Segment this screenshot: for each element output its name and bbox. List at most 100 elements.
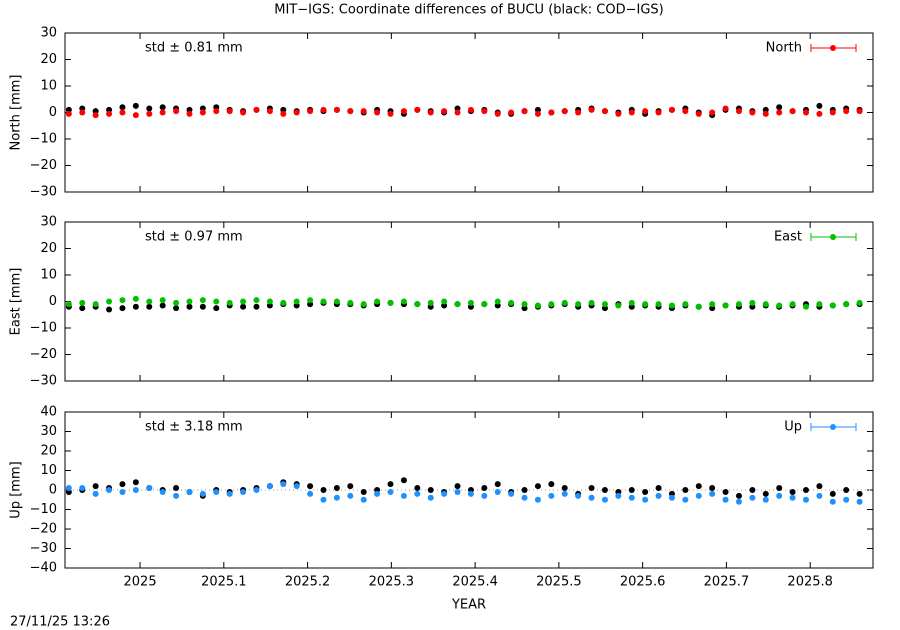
- data-point: [655, 109, 662, 116]
- data-point: [293, 109, 300, 116]
- data-point: [508, 299, 515, 306]
- data-point: [280, 299, 287, 306]
- data-point: [132, 112, 139, 119]
- data-point: [347, 492, 354, 499]
- y-tick-label: 30: [40, 424, 57, 439]
- y-tick-label: −10: [30, 502, 57, 517]
- y-tick-label: −20: [30, 522, 57, 537]
- legend-label: North: [766, 41, 802, 56]
- x-tick-label: 2025: [124, 575, 157, 590]
- data-point: [789, 494, 796, 501]
- data-point: [467, 299, 474, 306]
- data-point: [186, 110, 193, 117]
- plot-frame: [64, 221, 874, 382]
- data-point: [668, 494, 675, 501]
- data-point: [132, 303, 139, 310]
- plot-frame: [64, 411, 874, 569]
- data-point: [146, 298, 153, 305]
- data-point: [534, 483, 541, 490]
- data-point: [601, 487, 608, 493]
- data-point: [494, 110, 501, 117]
- data-point: [119, 488, 126, 495]
- y-tick-label: −10: [30, 132, 57, 147]
- data-point: [816, 301, 823, 308]
- data-point: [213, 298, 220, 305]
- data-point: [186, 303, 193, 310]
- data-point: [92, 490, 99, 497]
- data-point: [642, 301, 649, 308]
- data-point: [534, 110, 541, 117]
- data-point: [561, 490, 568, 497]
- std-annotation: std ± 3.18 mm: [145, 420, 243, 435]
- data-point: [494, 488, 501, 495]
- data-point: [199, 297, 206, 304]
- data-point: [65, 485, 72, 492]
- data-point: [427, 299, 434, 306]
- data-point: [427, 494, 434, 501]
- y-tick-label: −40: [30, 561, 57, 576]
- data-point: [253, 487, 260, 493]
- data-point: [414, 106, 421, 113]
- data-point: [561, 485, 568, 492]
- data-point: [240, 298, 247, 305]
- data-point: [360, 496, 367, 503]
- std-annotation: std ± 0.81 mm: [145, 41, 243, 56]
- data-point: [226, 299, 233, 306]
- data-point: [240, 109, 247, 116]
- data-point: [333, 298, 340, 305]
- data-point: [802, 496, 809, 503]
- data-point: [400, 477, 407, 484]
- x-axis-label: YEAR: [451, 598, 486, 613]
- data-point: [521, 487, 528, 493]
- data-point: [749, 299, 756, 306]
- data-point: [253, 106, 260, 113]
- data-point: [106, 306, 113, 313]
- data-point: [159, 302, 166, 309]
- y-tick-label: 30: [40, 215, 57, 230]
- x-tick-label: 2025.3: [369, 575, 415, 590]
- data-point: [762, 496, 769, 503]
- data-point: [709, 485, 716, 492]
- y-tick-label: 0: [49, 483, 57, 498]
- y-tick-label: −20: [30, 347, 57, 362]
- x-tick-label: 2025.5: [536, 575, 582, 590]
- timestamp: 27/11/25 13:26: [10, 615, 110, 630]
- data-point: [588, 106, 595, 113]
- legend-label: Up: [784, 420, 802, 435]
- data-point: [816, 492, 823, 499]
- x-tick-label: 2025.2: [285, 575, 331, 590]
- data-point: [789, 108, 796, 115]
- data-point: [802, 487, 809, 493]
- data-point: [307, 483, 314, 490]
- data-point: [561, 299, 568, 306]
- y-tick-label: 20: [40, 444, 57, 459]
- data-point: [735, 301, 742, 308]
- data-point: [387, 110, 394, 117]
- x-tick-label: 2025.1: [201, 575, 247, 590]
- data-point: [226, 490, 233, 497]
- data-point: [213, 305, 220, 312]
- data-point: [762, 490, 769, 497]
- data-point: [387, 488, 394, 495]
- data-point: [548, 481, 555, 488]
- data-point: [856, 108, 863, 115]
- y-tick-label: 10: [40, 463, 57, 478]
- data-point: [548, 301, 555, 308]
- data-point: [374, 298, 381, 305]
- data-point: [92, 301, 99, 308]
- data-point: [173, 485, 180, 492]
- data-point: [79, 299, 86, 306]
- data-point: [467, 106, 474, 113]
- data-point: [467, 490, 474, 497]
- data-point: [642, 108, 649, 115]
- data-point: [695, 483, 702, 490]
- data-point: [132, 487, 139, 493]
- data-point: [856, 299, 863, 306]
- data-point: [735, 498, 742, 505]
- data-point: [240, 303, 247, 310]
- data-point: [548, 492, 555, 499]
- data-point: [575, 109, 582, 116]
- x-tick-label: 2025.8: [787, 575, 833, 590]
- data-point: [816, 102, 823, 109]
- data-point: [601, 108, 608, 115]
